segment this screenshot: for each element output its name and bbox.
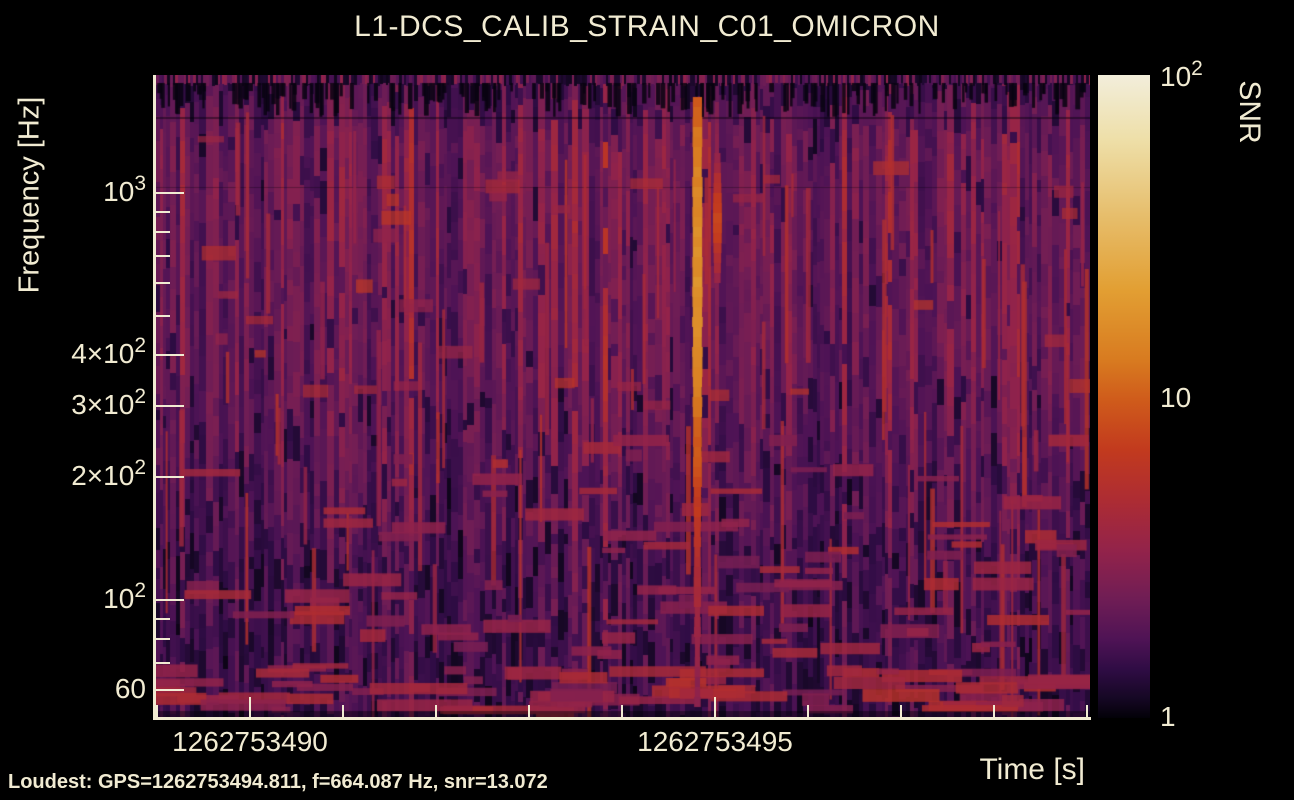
x-minor-tick [342,705,344,717]
tick-label-exponent: 3 [134,172,146,195]
tick-label-mantissa: 3×10 [71,388,135,420]
y-major-tick [156,476,184,479]
y-minor-tick [156,662,170,665]
y-minor-tick [156,282,170,285]
y-major-tick [156,599,184,601]
colorbar-tick-label: 102 [1160,57,1203,95]
tick-label-exponent: 2 [134,333,146,357]
y-tick-label: 4×102 [0,334,146,372]
y-minor-tick [156,638,170,641]
tick-label-mantissa: 1262753490 [172,726,328,757]
colorbar-title: SNR [1233,80,1266,144]
x-major-tick [249,697,251,717]
colorbar-tick-label: 10 [1160,381,1192,413]
tick-label-mantissa: 60 [114,673,146,705]
x-minor-tick [807,705,809,717]
tick-label-mantissa: 1 [1160,701,1176,732]
tick-label-mantissa: 10 [1160,381,1192,413]
x-tick-label: 1262753495 [595,727,835,757]
tick-label-mantissa: 1262753495 [637,726,793,757]
y-tick-label: 3×102 [0,385,146,423]
tick-label-exponent: 2 [134,384,146,408]
y-minor-tick [156,255,170,258]
tick-label-mantissa: 10 [103,176,135,207]
plot-title: L1-DCS_CALIB_STRAIN_C01_OMICRON [354,10,940,43]
x-minor-tick [156,705,158,717]
y-minor-tick [156,210,170,213]
x-axis-spine [153,717,1091,720]
x-major-tick [714,697,716,717]
y-minor-tick [156,231,170,234]
x-axis-title: Time [s] [979,753,1085,786]
tick-label-mantissa: 10 [1160,61,1192,92]
x-minor-tick [1086,705,1088,717]
tick-label-mantissa: 4×10 [71,337,135,369]
y-tick-label: 102 [0,579,146,617]
y-major-tick [156,404,184,407]
x-minor-tick [435,705,437,717]
tick-label-exponent: 2 [1191,57,1203,80]
tick-label-mantissa: 10 [103,583,135,614]
y-tick-label: 103 [0,172,146,210]
y-tick-label: 60 [0,674,146,704]
y-axis-spine [153,75,156,720]
loudest-event-info: Loudest: GPS=1262753494.811, f=664.087 H… [8,771,548,793]
colorbar-tick-label: 1 [1160,702,1176,732]
x-minor-tick [900,705,902,717]
y-major-tick [156,192,184,194]
tick-label-mantissa: 2×10 [71,460,135,492]
x-tick-label: 1262753490 [130,727,370,757]
y-major-tick [156,353,184,356]
x-minor-tick [993,705,995,717]
y-tick-label: 2×102 [0,456,146,494]
colorbar-gradient [1098,75,1150,718]
x-minor-tick [528,705,530,717]
x-minor-tick [621,705,623,717]
tick-label-exponent: 2 [134,456,146,480]
y-minor-tick [156,617,170,620]
y-major-tick [156,689,184,692]
y-minor-tick [156,314,170,317]
spectrogram-canvas [156,75,1090,717]
tick-label-exponent: 2 [134,579,146,602]
